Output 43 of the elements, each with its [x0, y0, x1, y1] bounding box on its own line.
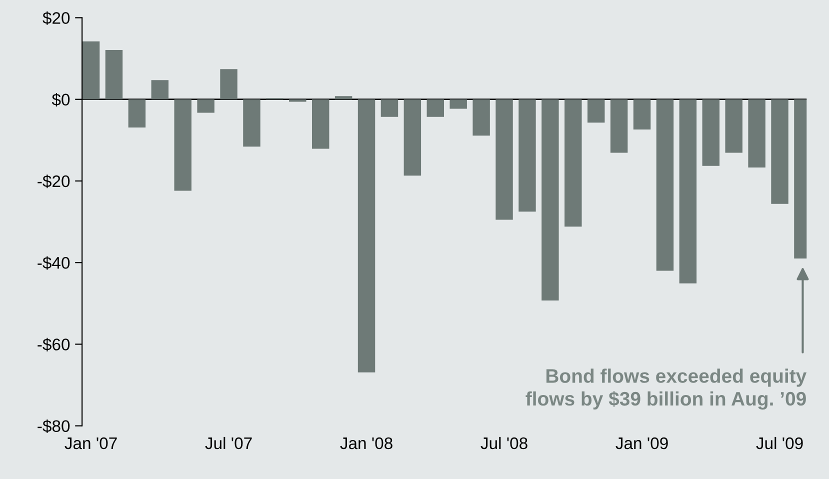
y-tick-label: $0: [52, 93, 70, 107]
bar: [702, 99, 720, 166]
bar: [450, 99, 467, 109]
y-tick-label: -$80: [38, 420, 70, 434]
bar: [289, 99, 306, 102]
bar: [128, 99, 146, 128]
bar: [656, 99, 674, 271]
bar: [610, 99, 628, 153]
bar: [151, 80, 169, 100]
bar: [725, 99, 742, 153]
bar: [380, 99, 398, 117]
bar: [679, 99, 697, 284]
bar: [174, 99, 192, 191]
bar: [197, 99, 214, 113]
y-tick-label: -$60: [38, 338, 70, 352]
bar: [496, 99, 513, 220]
bar: [358, 99, 376, 372]
bar: [472, 99, 490, 136]
bar: [220, 69, 238, 100]
y-tick-label: -$40: [38, 256, 70, 270]
bar: [105, 50, 123, 100]
bar: [771, 99, 788, 204]
y-tick-label: -$20: [38, 174, 70, 188]
y-tick-label: $20: [42, 11, 70, 25]
bar: [633, 99, 651, 130]
bar: [243, 99, 260, 147]
x-tick-label: Jan '08: [340, 437, 392, 450]
bar: [426, 99, 444, 117]
bar: [312, 99, 330, 149]
bar: [404, 99, 422, 176]
annotation: Bond flows exceeded equity flows by $39 billion in Aug. ’09: [526, 368, 807, 410]
bar: [542, 99, 559, 301]
x-tick-label: Jan '09: [616, 437, 668, 450]
bar: [334, 96, 352, 100]
bar: [82, 41, 100, 100]
bar: [518, 99, 536, 212]
x-tick-label: Jul '08: [480, 436, 528, 450]
bar: [587, 99, 605, 123]
x-tick-label: Jul '07: [205, 436, 252, 450]
x-tick-label: Jan '07: [64, 437, 117, 450]
x-tick-label: Jul '09: [756, 436, 803, 450]
bar: [748, 99, 766, 168]
bar: [564, 99, 582, 227]
